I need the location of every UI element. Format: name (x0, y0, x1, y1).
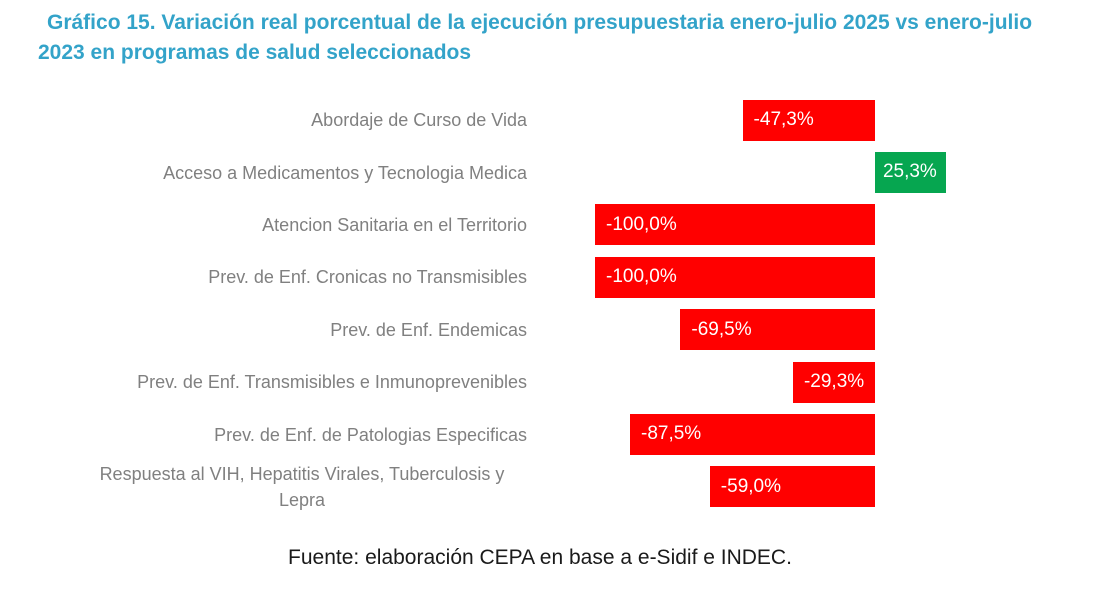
bar-chart: Abordaje de Curso de Vida -47,3% Acceso a … (0, 94, 1107, 514)
bar: -59,0% (709, 466, 875, 508)
chart-row: Abordaje de Curso de Vida -47,3% (0, 94, 1107, 146)
chart-row: Prev. de Enf. Cronicas no Transmisibles -… (0, 251, 1107, 303)
category-label: Prev. de Enf. de Patologias Especificas (214, 424, 527, 445)
source-note: Fuente: elaboración CEPA en base a e-Sid… (288, 546, 792, 569)
bar-value-label: -47,3% (753, 109, 814, 130)
bar-value-label: -100,0% (606, 266, 677, 288)
bar: -29,3% (792, 361, 875, 403)
chart-row: Atencion Sanitaria en el Territorio -100,… (0, 199, 1107, 251)
bar-value-label: -87,5% (641, 423, 702, 445)
bar: -100,0% (595, 256, 875, 298)
bar: -87,5% (630, 413, 875, 455)
chart-row: Prev. de Enf. Endemicas -69,5% (0, 304, 1107, 356)
bar: 25,3% (875, 151, 946, 193)
category-label: Respuesta al VIH, Hepatitis Virales, Tub… (99, 463, 505, 510)
category-label: Atencion Sanitaria en el Territorio (262, 214, 527, 235)
category-label: Prev. de Enf. Cronicas no Transmisibles (208, 267, 527, 288)
category-label: Acceso a Medicamentos y Tecnologia Medic… (163, 162, 527, 183)
bar: -100,0% (595, 204, 875, 246)
category-label: Prev. de Enf. Transmisibles e Inmunoprev… (137, 372, 527, 393)
chart-title: Gráfico 15. Variación real porcentual de… (38, 11, 1033, 64)
bar-value-label: -59,0% (720, 475, 781, 497)
bar-value-label: -29,3% (803, 371, 865, 392)
bar: -47,3% (742, 99, 875, 141)
bar-value-label: -100,0% (606, 213, 677, 235)
category-label: Prev. de Enf. Endemicas (330, 319, 527, 340)
chart-row: Acceso a Medicamentos y Tecnologia Medic… (0, 146, 1107, 198)
chart-row: Prev. de Enf. Transmisibles e Inmunoprev… (0, 356, 1107, 408)
chart-row: Respuesta al VIH, Hepatitis Virales, Tub… (0, 461, 1107, 513)
category-label: Abordaje de Curso de Vida (311, 110, 527, 131)
bar: -69,5% (680, 309, 875, 351)
chart-row: Prev. de Enf. de Patologias Especificas -… (0, 408, 1107, 460)
bar-value-label: -69,5% (691, 318, 752, 340)
bar-value-label: 25,3% (882, 161, 937, 183)
